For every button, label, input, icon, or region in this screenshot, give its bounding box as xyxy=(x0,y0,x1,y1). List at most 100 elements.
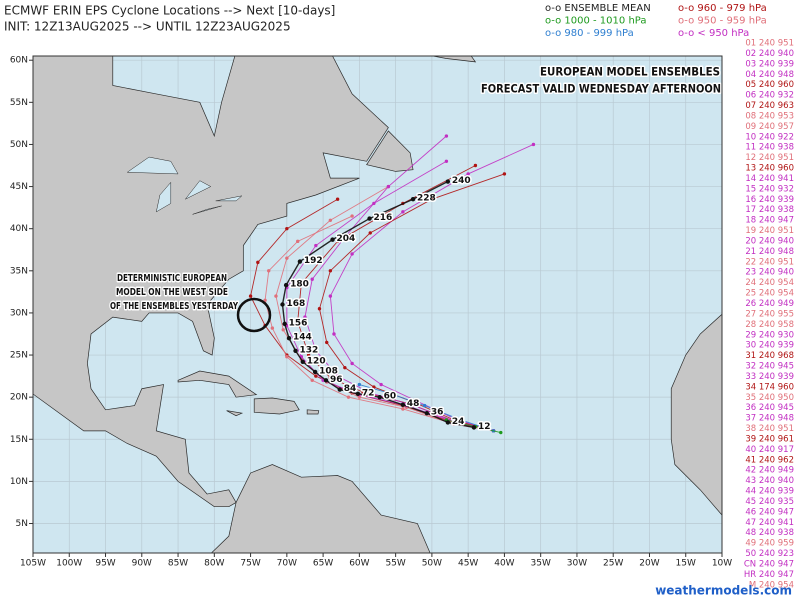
track-point xyxy=(361,390,365,394)
track-point xyxy=(350,252,354,256)
landmass xyxy=(366,130,414,172)
y-tick-label: 5N xyxy=(16,519,28,529)
member-entry: 38 240 951 xyxy=(745,424,794,434)
track-point xyxy=(415,399,420,404)
member-entry: 30 240 939 xyxy=(745,341,794,351)
annotation-line: DETERMINISTIC EUROPEAN xyxy=(117,273,227,284)
y-tick-label: 40N xyxy=(10,224,28,234)
hour-label: 60 xyxy=(384,392,397,402)
member-entry: 21 240 948 xyxy=(745,247,794,257)
hour-label: 108 xyxy=(319,366,338,376)
legend-entry: o-o 980 - 999 hPa xyxy=(545,28,634,39)
x-tick-label: 55W xyxy=(385,559,405,569)
hour-label: 36 xyxy=(431,408,444,418)
y-tick-label: 50N xyxy=(10,140,28,150)
track-point xyxy=(343,235,347,239)
x-tick-label: 90W xyxy=(132,559,152,569)
track-point xyxy=(368,391,372,395)
landmass xyxy=(670,313,722,516)
member-entry: 14 240 941 xyxy=(745,174,794,184)
member-entry: 07 240 963 xyxy=(745,101,794,111)
hour-label: 204 xyxy=(337,234,356,244)
member-entry: 16 240 939 xyxy=(745,195,794,205)
track-point xyxy=(335,197,340,201)
member-entry: M 240 954 xyxy=(749,580,794,590)
track-point xyxy=(444,134,449,138)
member-entry: 31 240 968 xyxy=(745,351,794,361)
title: ECMWF ERIN EPS Cyclone Locations --> Nex… xyxy=(4,4,335,18)
member-entry: HR 240 947 xyxy=(744,570,794,580)
x-tick-label: 105W xyxy=(20,559,46,569)
x-tick-label: 20W xyxy=(639,559,659,569)
x-tick-label: 85W xyxy=(168,559,188,569)
x-tick-label: 25W xyxy=(603,559,623,569)
landmass xyxy=(253,397,300,415)
init-line: INIT: 12Z13AUG2025 --> UNTIL 12Z23AUG202… xyxy=(4,20,291,34)
hour-label: 240 xyxy=(452,176,471,186)
hour-label: 132 xyxy=(300,345,319,355)
track-point xyxy=(531,142,536,147)
x-tick-label: 60W xyxy=(349,559,369,569)
track-point xyxy=(444,159,449,163)
y-tick-label: 10N xyxy=(10,477,28,487)
track-point xyxy=(386,391,391,395)
landmass xyxy=(33,56,389,508)
member-entry: 49 240 959 xyxy=(745,539,794,549)
hour-label: 180 xyxy=(290,280,309,290)
track-point xyxy=(379,382,383,387)
legend-entry: o-o < 950 hPa xyxy=(678,28,749,39)
annotation-title: EUROPEAN MODEL ENSEMBLES FORECAST VALID … xyxy=(480,63,723,97)
y-tick-label: 60N xyxy=(10,56,28,66)
member-entry: 41 240 962 xyxy=(745,455,794,465)
track-point xyxy=(401,407,405,411)
member-entry: 01 240 951 xyxy=(745,39,794,49)
track-point xyxy=(502,172,507,176)
hour-label: 192 xyxy=(304,256,323,266)
x-tick-label: 95W xyxy=(95,559,115,569)
track-point xyxy=(412,403,416,408)
track-point xyxy=(459,418,463,422)
member-entry: 36 240 945 xyxy=(745,403,794,413)
x-tick-label: 100W xyxy=(56,559,82,569)
track-point xyxy=(312,369,318,375)
track-point xyxy=(248,294,253,298)
member-entry: 06 240 932 xyxy=(745,91,794,101)
y-tick-label: 25N xyxy=(10,351,28,361)
track-point xyxy=(401,210,405,214)
lake xyxy=(192,205,222,215)
x-tick-label: 10W xyxy=(712,559,732,569)
member-entry: 20 240 940 xyxy=(745,236,794,246)
member-entry: 09 240 957 xyxy=(745,122,794,132)
hour-label: 84 xyxy=(344,384,357,394)
x-tick-label: 35W xyxy=(531,559,551,569)
track-line xyxy=(281,180,475,429)
member-entry: 34 174 960 xyxy=(745,382,794,392)
track-point xyxy=(310,378,314,383)
track-point xyxy=(274,294,278,298)
member-entry: 32 240 945 xyxy=(745,362,794,372)
track-point xyxy=(473,163,478,168)
track-point xyxy=(328,269,333,273)
track-point xyxy=(300,359,305,364)
member-entry: 26 240 949 xyxy=(745,299,794,309)
hour-label: 48 xyxy=(407,399,420,409)
track-point xyxy=(297,259,303,264)
x-tick-label: 80W xyxy=(204,559,224,569)
track-point xyxy=(310,277,314,281)
member-entry: 43 240 940 xyxy=(745,476,794,486)
track-point xyxy=(286,335,292,341)
x-tick-label: 70W xyxy=(277,559,297,569)
track-point xyxy=(270,326,275,330)
track-point xyxy=(328,218,333,222)
track-point xyxy=(343,365,347,370)
member-entry: 02 240 940 xyxy=(745,49,794,59)
member-entry: 19 240 951 xyxy=(745,226,794,236)
track-point xyxy=(377,394,382,400)
member-entry: 15 240 932 xyxy=(745,184,794,194)
hour-label: 120 xyxy=(307,356,326,366)
annotation-line: OF THE ENSEMBLES YESTERDAY xyxy=(110,301,239,312)
member-entry: 18 240 947 xyxy=(745,216,794,226)
hour-label: 72 xyxy=(362,388,375,398)
